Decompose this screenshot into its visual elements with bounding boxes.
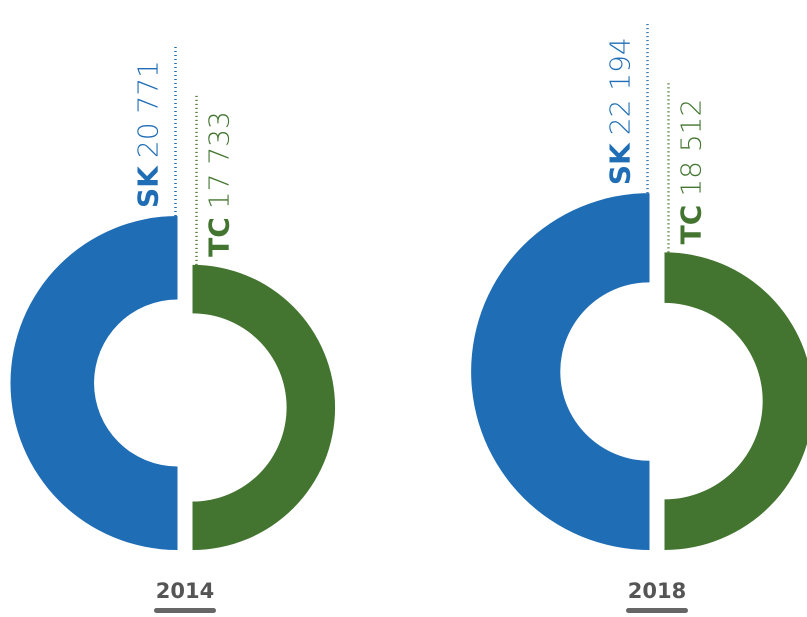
half-donut: [192, 264, 336, 550]
value-text: 20 771: [132, 60, 165, 158]
value-label: TC 17 733: [203, 111, 236, 257]
year-underline: [626, 608, 688, 613]
value-label: SK 20 771: [132, 60, 165, 208]
category-name: SK: [132, 165, 165, 208]
half-donut: [471, 193, 650, 551]
category-name: TC: [675, 205, 708, 245]
value-text: 18 512: [675, 99, 708, 197]
year-underline: [154, 608, 216, 613]
category-name: SK: [604, 142, 637, 185]
category-name: TC: [203, 217, 236, 257]
value-text: 17 733: [203, 111, 236, 209]
year-title: 2014: [156, 579, 214, 603]
half-donut: [664, 252, 807, 550]
half-donut: [10, 216, 178, 550]
year-title: 2018: [628, 579, 686, 603]
value-text: 22 194: [604, 37, 637, 135]
value-label: TC 18 512: [675, 99, 708, 245]
value-label: SK 22 194: [604, 37, 637, 185]
